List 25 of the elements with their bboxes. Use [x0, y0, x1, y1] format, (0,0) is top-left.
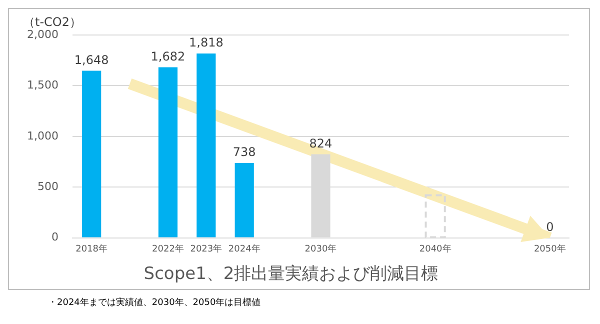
bar — [196, 53, 216, 238]
y-tick-label: 500 — [37, 180, 58, 193]
y-tick-label: 0 — [51, 230, 58, 244]
y-tick-label: 1,000 — [26, 129, 58, 142]
x-tick-label: 2030年 — [304, 244, 337, 255]
x-tick-label: 2018年 — [76, 244, 108, 255]
x-tick-label: 2022年 — [152, 244, 184, 255]
data-label: 0 — [546, 220, 554, 234]
bar — [82, 70, 102, 238]
y-tick-label: 2,000 — [26, 28, 58, 41]
data-label: 1,648 — [74, 52, 109, 67]
x-tick-label: 2050年 — [534, 244, 566, 255]
x-tick-label: 2040年 — [419, 244, 452, 255]
text: Scope1、2排出量実績および削減目標 — [144, 264, 438, 284]
bar — [234, 162, 254, 238]
data-label: 824 — [309, 136, 332, 150]
text: ・2024年までは実績値、2030年、2050年は目標値 — [48, 296, 262, 309]
data-label: 1,818 — [188, 36, 224, 50]
bar — [158, 67, 178, 238]
x-tick-label: 2024年 — [228, 244, 260, 255]
y-tick-label: 1,500 — [26, 78, 58, 92]
y-axis-title: （t-CO2） — [23, 15, 82, 30]
data-label: 738 — [232, 145, 256, 160]
x-tick-label: 2023年 — [190, 244, 222, 255]
data-label: 1,682 — [150, 49, 186, 64]
